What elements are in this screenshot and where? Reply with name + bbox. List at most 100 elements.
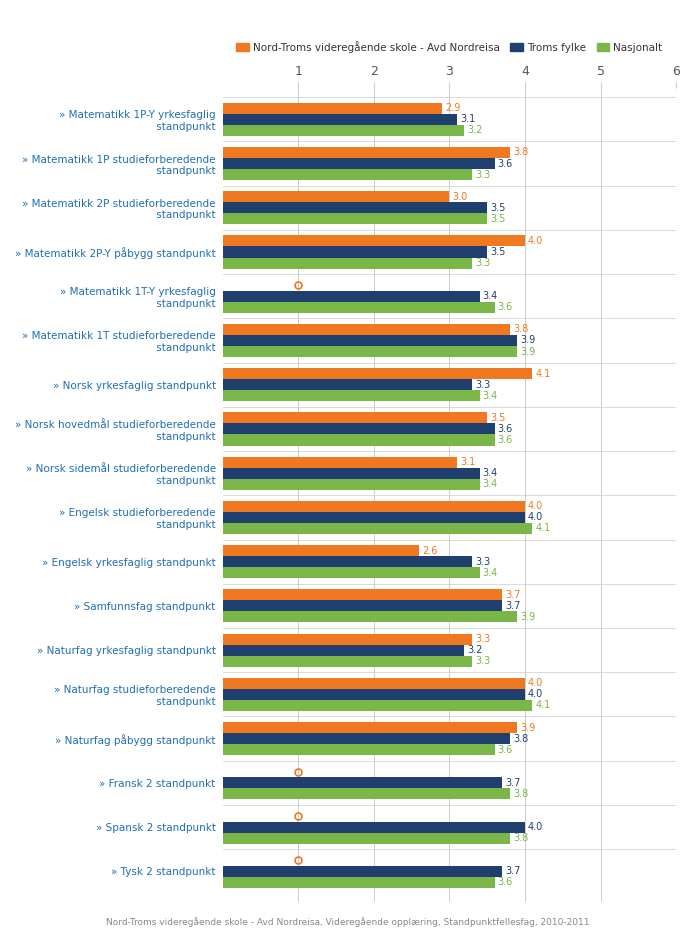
Bar bbox=[222, 103, 442, 114]
Bar bbox=[222, 600, 502, 611]
Text: 4.0: 4.0 bbox=[528, 690, 543, 699]
Bar bbox=[222, 545, 419, 556]
Text: 4.0: 4.0 bbox=[528, 502, 543, 511]
Bar bbox=[222, 457, 457, 468]
Bar bbox=[222, 423, 495, 434]
Text: 4.0: 4.0 bbox=[528, 236, 543, 246]
Bar bbox=[222, 655, 472, 666]
Text: 4.1: 4.1 bbox=[536, 700, 550, 710]
Bar bbox=[222, 291, 480, 301]
Text: 3.4: 3.4 bbox=[482, 568, 498, 578]
Bar bbox=[222, 434, 495, 446]
Text: 3.7: 3.7 bbox=[505, 601, 521, 611]
Bar bbox=[222, 246, 487, 257]
Bar bbox=[222, 788, 510, 799]
Text: 3.6: 3.6 bbox=[498, 877, 513, 887]
Text: 3.7: 3.7 bbox=[505, 867, 521, 876]
Text: 3.5: 3.5 bbox=[490, 203, 505, 212]
Text: 3.3: 3.3 bbox=[475, 557, 490, 566]
Bar bbox=[222, 722, 517, 733]
Bar bbox=[222, 114, 457, 124]
Bar bbox=[222, 822, 525, 833]
Text: 3.7: 3.7 bbox=[505, 778, 521, 788]
Bar bbox=[222, 147, 510, 158]
Bar bbox=[222, 611, 517, 622]
Bar bbox=[222, 556, 472, 567]
Text: 3.6: 3.6 bbox=[498, 424, 513, 434]
Text: 3.3: 3.3 bbox=[475, 380, 490, 389]
Bar bbox=[222, 645, 464, 655]
Bar bbox=[222, 866, 502, 877]
Text: 2.9: 2.9 bbox=[445, 103, 460, 113]
Text: 3.3: 3.3 bbox=[475, 656, 490, 666]
Text: 3.5: 3.5 bbox=[490, 413, 505, 423]
Bar bbox=[222, 877, 495, 888]
Text: 3.3: 3.3 bbox=[475, 634, 490, 644]
Text: 4.0: 4.0 bbox=[528, 679, 543, 688]
Bar bbox=[222, 744, 495, 755]
Bar bbox=[222, 512, 525, 523]
Text: Nord-Troms videregående skole - Avd Nordreisa, Videregående opplæring, Standpunk: Nord-Troms videregående skole - Avd Nord… bbox=[106, 916, 589, 927]
Text: 3.8: 3.8 bbox=[513, 734, 528, 743]
Bar bbox=[222, 379, 472, 390]
Bar bbox=[222, 390, 480, 402]
Text: 3.9: 3.9 bbox=[521, 723, 536, 733]
Text: 4.1: 4.1 bbox=[536, 523, 550, 534]
Legend: Nord-Troms videregående skole - Avd Nordreisa, Troms fylke, Nasjonalt: Nord-Troms videregående skole - Avd Nord… bbox=[232, 37, 667, 57]
Text: 3.1: 3.1 bbox=[460, 457, 475, 467]
Bar bbox=[222, 202, 487, 213]
Text: 3.8: 3.8 bbox=[513, 325, 528, 334]
Bar bbox=[222, 689, 525, 700]
Bar bbox=[222, 124, 464, 136]
Text: 3.8: 3.8 bbox=[513, 789, 528, 799]
Bar bbox=[222, 501, 525, 512]
Bar bbox=[222, 700, 532, 711]
Bar bbox=[222, 301, 495, 313]
Bar bbox=[222, 590, 502, 600]
Text: 3.2: 3.2 bbox=[468, 645, 483, 655]
Bar bbox=[222, 257, 472, 269]
Text: 3.0: 3.0 bbox=[452, 192, 468, 201]
Bar bbox=[222, 733, 510, 744]
Bar bbox=[222, 324, 510, 335]
Text: 3.5: 3.5 bbox=[490, 247, 505, 257]
Text: 3.4: 3.4 bbox=[482, 479, 498, 490]
Bar bbox=[222, 368, 532, 379]
Text: 3.9: 3.9 bbox=[521, 612, 536, 622]
Text: 3.6: 3.6 bbox=[498, 745, 513, 754]
Bar bbox=[222, 777, 502, 788]
Bar bbox=[222, 833, 510, 843]
Text: 3.6: 3.6 bbox=[498, 158, 513, 168]
Bar bbox=[222, 191, 450, 202]
Text: 3.4: 3.4 bbox=[482, 291, 498, 301]
Bar bbox=[222, 468, 480, 478]
Text: 3.3: 3.3 bbox=[475, 169, 490, 180]
Text: 3.6: 3.6 bbox=[498, 435, 513, 445]
Bar bbox=[222, 236, 525, 246]
Text: 3.4: 3.4 bbox=[482, 390, 498, 401]
Text: 3.4: 3.4 bbox=[482, 468, 498, 478]
Text: 3.9: 3.9 bbox=[521, 335, 536, 345]
Bar bbox=[222, 169, 472, 180]
Bar bbox=[222, 523, 532, 534]
Bar bbox=[222, 346, 517, 357]
Text: 3.5: 3.5 bbox=[490, 213, 505, 224]
Bar bbox=[222, 678, 525, 689]
Text: 3.1: 3.1 bbox=[460, 114, 475, 124]
Text: 4.0: 4.0 bbox=[528, 822, 543, 832]
Text: 3.2: 3.2 bbox=[468, 125, 483, 136]
Bar bbox=[222, 634, 472, 645]
Text: 4.0: 4.0 bbox=[528, 512, 543, 522]
Text: 3.9: 3.9 bbox=[521, 346, 536, 357]
Text: 3.7: 3.7 bbox=[505, 590, 521, 600]
Text: 2.6: 2.6 bbox=[422, 546, 438, 556]
Text: 3.6: 3.6 bbox=[498, 302, 513, 313]
Text: 3.3: 3.3 bbox=[475, 258, 490, 268]
Bar bbox=[222, 335, 517, 346]
Bar bbox=[222, 567, 480, 578]
Bar bbox=[222, 413, 487, 423]
Bar bbox=[222, 478, 480, 490]
Bar bbox=[222, 158, 495, 169]
Text: 3.8: 3.8 bbox=[513, 148, 528, 157]
Text: 4.1: 4.1 bbox=[536, 369, 550, 379]
